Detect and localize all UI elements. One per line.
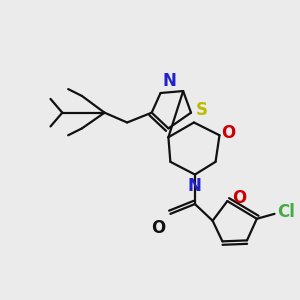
Text: N: N [188,176,202,194]
Text: S: S [196,101,208,119]
Text: O: O [221,124,236,142]
Text: O: O [232,189,247,207]
Text: N: N [163,72,176,90]
Text: O: O [151,219,166,237]
Text: Cl: Cl [278,203,295,221]
